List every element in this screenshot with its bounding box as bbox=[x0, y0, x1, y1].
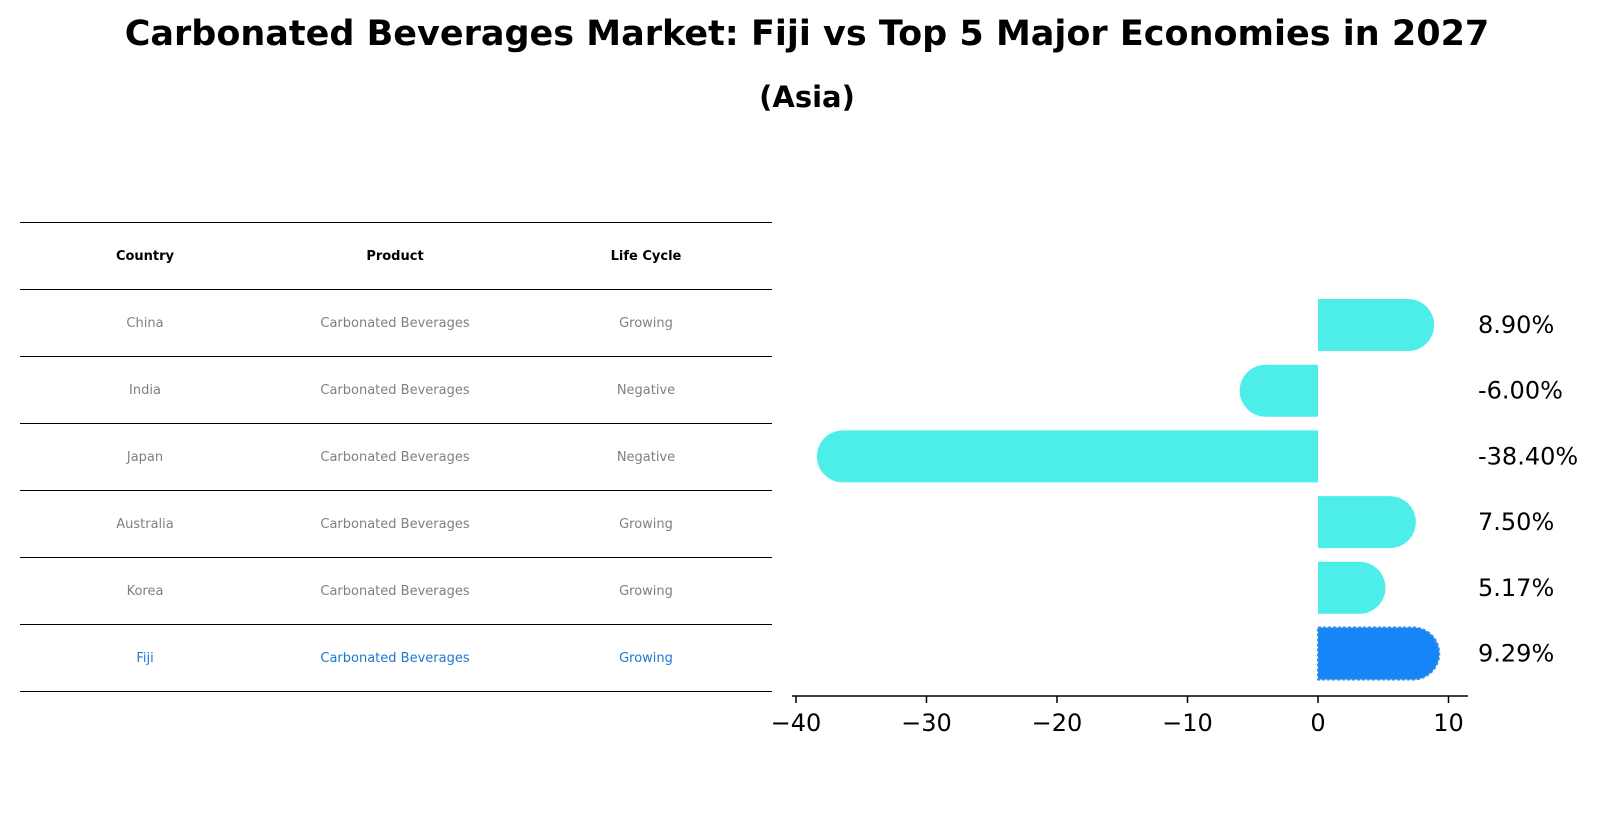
table-header-row: Country Product Life Cycle bbox=[20, 222, 772, 290]
value-label-india: -6.00% bbox=[1478, 377, 1563, 405]
cell-life-cycle: Growing bbox=[619, 583, 673, 599]
table-row: India Carbonated Beverages Negative bbox=[20, 357, 772, 424]
cell-country: Korea bbox=[126, 583, 164, 599]
value-label-fiji: 9.29% bbox=[1478, 640, 1554, 668]
cell-life-cycle: Growing bbox=[619, 315, 673, 331]
bars-group bbox=[816, 299, 1441, 681]
value-labels-group: 8.90% -6.00% -38.40% 7.50% 5.17% 9.29% bbox=[1478, 311, 1578, 668]
cell-country: Japan bbox=[126, 449, 164, 465]
x-tick-label: −30 bbox=[901, 709, 952, 737]
cell-country: Australia bbox=[116, 516, 174, 532]
bar-india bbox=[1239, 364, 1318, 417]
header-life-cycle: Life Cycle bbox=[610, 248, 682, 264]
header-product: Product bbox=[366, 248, 424, 264]
table-row: Australia Carbonated Beverages Growing bbox=[20, 491, 772, 558]
bar-japan bbox=[816, 430, 1318, 483]
cell-product: Carbonated Beverages bbox=[320, 382, 470, 398]
chart-title: Carbonated Beverages Market: Fiji vs Top… bbox=[124, 14, 1490, 54]
x-tick-label: −10 bbox=[1162, 709, 1213, 737]
cell-product: Carbonated Beverages bbox=[320, 650, 470, 666]
value-label-korea: 5.17% bbox=[1478, 574, 1554, 602]
x-tick-label: −20 bbox=[1032, 709, 1083, 737]
cell-life-cycle: Growing bbox=[619, 650, 673, 666]
cell-country: Fiji bbox=[136, 650, 154, 666]
cell-product: Carbonated Beverages bbox=[320, 583, 470, 599]
cell-life-cycle: Negative bbox=[616, 449, 676, 465]
value-label-australia: 7.50% bbox=[1478, 508, 1554, 536]
cell-country: China bbox=[126, 315, 164, 331]
chart-subtitle: (Asia) bbox=[759, 80, 855, 114]
bar-fiji bbox=[1317, 626, 1441, 681]
cell-product: Carbonated Beverages bbox=[320, 315, 470, 331]
x-tick-label: −40 bbox=[771, 709, 822, 737]
cell-country: India bbox=[129, 382, 161, 398]
bar-korea bbox=[1318, 561, 1386, 614]
cell-life-cycle: Negative bbox=[616, 382, 676, 398]
x-axis: −40 −30 −20 −10 0 10 bbox=[771, 695, 1468, 737]
cell-product: Carbonated Beverages bbox=[320, 449, 470, 465]
value-label-japan: -38.40% bbox=[1478, 442, 1578, 470]
table-row: Japan Carbonated Beverages Negative bbox=[20, 424, 772, 491]
cell-product: Carbonated Beverages bbox=[320, 516, 470, 532]
x-tick-label: 10 bbox=[1433, 709, 1464, 737]
value-label-china: 8.90% bbox=[1478, 311, 1554, 339]
bar-china bbox=[1318, 299, 1435, 351]
header-country: Country bbox=[115, 248, 175, 264]
bar-australia bbox=[1318, 496, 1416, 549]
table-row-highlight: Fiji Carbonated Beverages Growing bbox=[20, 625, 772, 692]
cell-life-cycle: Growing bbox=[619, 516, 673, 532]
data-table: Country Product Life Cycle China Carbona… bbox=[20, 222, 772, 692]
table-row: China Carbonated Beverages Growing bbox=[20, 290, 772, 357]
table-row: Korea Carbonated Beverages Growing bbox=[20, 558, 772, 625]
x-tick-label: 0 bbox=[1310, 709, 1325, 737]
